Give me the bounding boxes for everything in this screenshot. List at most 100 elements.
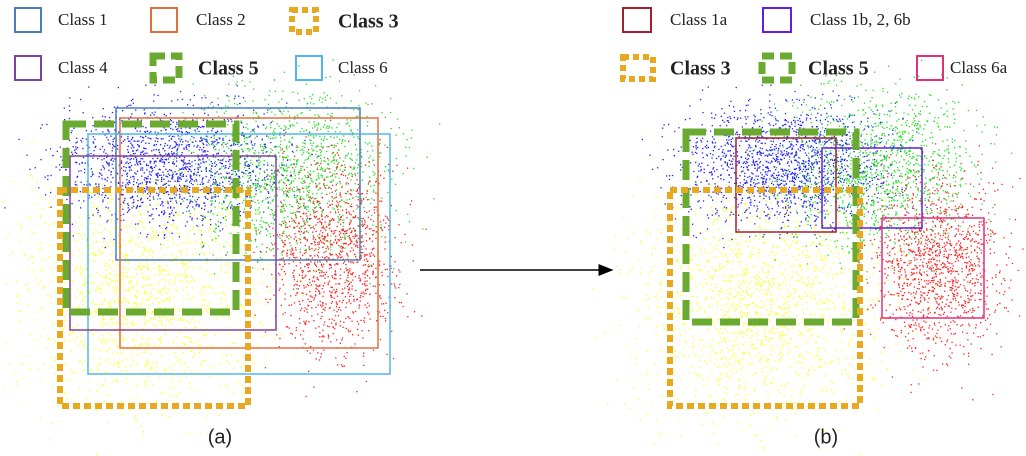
scatter-dot [71,203,73,205]
scatter-dot [152,312,154,314]
scatter-dot [69,110,71,112]
scatter-dot [129,225,131,227]
scatter-dot [329,204,331,206]
scatter-dot [61,327,63,329]
scatter-dot [364,223,366,225]
scatter-dot [309,139,311,141]
scatter-dot [308,300,311,303]
scatter-dot [352,272,354,274]
scatter-dot [288,263,290,265]
scatter-dot [317,235,319,237]
scatter-dot [335,301,337,303]
scatter-dot [316,178,318,180]
scatter-dot [364,210,366,213]
scatter-dot [53,322,55,324]
scatter-dot [198,149,201,151]
scatter-dot [289,249,291,251]
scatter-dot [101,184,103,186]
scatter-dot [98,172,101,174]
scatter-dot [279,147,282,149]
scatter-dot [86,397,88,399]
scatter-dot [303,198,305,200]
scatter-dot [274,153,276,156]
scatter-dot [200,191,202,193]
scatter-dot [250,200,253,202]
scatter-dot [326,94,329,97]
scatter-dot [113,137,116,139]
scatter-dot [113,245,115,247]
scatter-dot [232,170,234,172]
scatter-dot [333,144,335,146]
scatter-dot [219,230,221,232]
scatter-dot [254,240,257,242]
scatter-dot [352,311,354,313]
scatter-dot [350,153,353,155]
scatter-dot [379,139,381,141]
scatter-dot [119,370,122,372]
scatter-dot [286,174,288,177]
scatter-dot [368,265,370,267]
scatter-dot [260,185,263,187]
scatter-dot [214,173,216,175]
scatter-dot [313,270,315,272]
scatter-dot [379,338,382,341]
scatter-dot [152,384,154,386]
scatter-dot [212,262,214,264]
scatter-dot [311,307,313,309]
scatter-dot [215,131,217,134]
scatter-dot [324,170,326,172]
scatter-dot [209,228,211,230]
scatter-dot [266,247,268,249]
scatter-dot [41,124,43,126]
scatter-dot [283,220,285,222]
scatter-dot [283,135,285,137]
scatter-dot [293,186,295,188]
scatter-dot [293,275,295,277]
scatter-dot [361,283,364,285]
scatter-dot [243,135,245,137]
scatter-dot [338,219,340,222]
scatter-dot [303,285,305,287]
scatter-dot [135,268,137,270]
scatter-dot [103,119,105,121]
scatter-dot [371,214,373,217]
scatter-dot [209,285,211,287]
scatter-dot [262,324,264,326]
scatter-dot [273,175,275,177]
scatter-dot [199,140,201,142]
scatter-dot [330,246,332,248]
scatter-dot [258,207,260,209]
scatter-dot [309,352,311,354]
scatter-dot [315,197,317,199]
scatter-dot [278,145,280,148]
scatter-dot [225,105,227,107]
scatter-dot [126,164,128,166]
scatter-dot [319,269,321,272]
scatter-dot [349,317,351,319]
scatter-dot [203,254,206,256]
scatter-dot [212,254,214,256]
scatter-dot [140,336,143,339]
scatter-dot [145,341,147,344]
scatter-dot [372,272,374,274]
scatter-dot [253,128,255,130]
scatter-dot [299,188,301,191]
scatter-dot [312,238,314,240]
scatter-dot [155,182,157,184]
scatter-dot [40,217,42,219]
scatter-dot [201,154,203,156]
scatter-dot [103,323,105,325]
scatter-dot [158,174,161,176]
scatter-dot [354,175,357,177]
scatter-dot [199,433,201,435]
scatter-dot [360,203,362,205]
scatter-dot [118,365,120,367]
scatter-dot [112,291,115,293]
scatter-dot [285,226,288,229]
scatter-dot [188,215,190,217]
scatter-dot [254,137,256,139]
scatter-dot [293,125,295,127]
scatter-dot [129,282,131,284]
scatter-dot [168,271,170,273]
scatter-dot [243,208,245,210]
